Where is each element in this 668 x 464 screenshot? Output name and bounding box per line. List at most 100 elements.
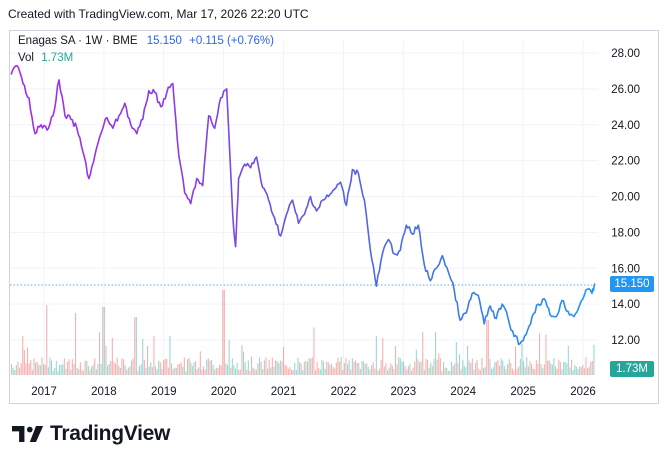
volume-bar xyxy=(102,307,104,375)
volume-bar xyxy=(443,362,445,375)
volume-bar xyxy=(580,367,582,375)
volume-bar xyxy=(436,359,438,375)
volume-bar xyxy=(308,358,310,375)
volume-bar xyxy=(241,345,243,375)
volume-bar xyxy=(219,364,221,375)
volume-bar xyxy=(494,362,496,375)
volume-bar xyxy=(345,358,347,375)
volume-bar xyxy=(372,362,374,375)
volume-bar xyxy=(31,369,33,375)
volume-bar xyxy=(193,362,195,375)
volume-bar xyxy=(81,369,83,375)
volume-bar xyxy=(417,359,419,375)
volume-bar xyxy=(105,346,107,375)
volume-bar xyxy=(511,368,513,375)
volume-bar xyxy=(351,357,353,375)
volume-bar xyxy=(187,359,189,375)
volume-bar xyxy=(100,364,102,375)
volume-bar xyxy=(510,362,512,375)
volume-bar xyxy=(435,331,437,375)
volume-bar xyxy=(291,369,293,375)
volume-bar xyxy=(318,368,320,375)
volume-bar xyxy=(139,366,141,375)
volume-bar xyxy=(588,366,590,375)
volume-bar xyxy=(195,361,197,375)
volume-bar xyxy=(86,360,88,375)
volume-bar xyxy=(521,343,523,375)
volume-bar xyxy=(84,360,86,375)
volume-bar xyxy=(297,357,299,375)
volume-bar xyxy=(327,362,329,375)
volume-bar xyxy=(575,366,577,375)
volume-bar xyxy=(316,361,318,375)
volume-bar xyxy=(174,367,176,375)
volume-bar xyxy=(249,370,251,375)
volume-bar xyxy=(103,307,105,375)
volume-bar xyxy=(121,358,123,375)
volume-bar xyxy=(356,362,358,375)
volume-bar xyxy=(161,369,163,375)
volume-bar xyxy=(233,365,235,375)
volume-bar xyxy=(211,360,213,375)
volume-bar xyxy=(462,360,464,375)
volume-bar xyxy=(353,361,355,375)
volume-bar xyxy=(185,370,187,375)
volume-bar xyxy=(255,369,257,375)
volume-bar xyxy=(455,342,457,375)
volume-bar xyxy=(41,357,43,375)
volume-bar xyxy=(593,344,595,375)
volume-bar xyxy=(78,369,80,375)
volume-bar xyxy=(470,362,472,375)
volume-bar xyxy=(207,358,209,375)
volume-bar xyxy=(476,359,478,375)
volume-bar xyxy=(33,358,35,375)
volume-bar xyxy=(313,327,315,375)
volume-bar xyxy=(524,367,526,375)
volume-bar xyxy=(214,369,216,375)
price-series-line xyxy=(10,64,596,346)
volume-bar xyxy=(355,360,357,375)
volume-bar xyxy=(188,358,190,375)
volume-bar xyxy=(364,363,366,375)
volume-bar xyxy=(457,362,459,375)
volume-bar xyxy=(155,366,157,375)
volume-bar xyxy=(446,367,448,375)
volume-bar xyxy=(142,339,144,375)
volume-bar xyxy=(359,369,361,375)
volume-bar xyxy=(545,334,547,375)
volume-bar xyxy=(126,369,128,375)
volume-bar xyxy=(91,366,93,375)
volume-bar xyxy=(116,357,118,375)
volume-bar xyxy=(548,360,550,375)
legend-symbol-row: Enagas SA · 1W · BME 15.150 +0.115 (+0.7… xyxy=(18,35,274,47)
volume-bar xyxy=(150,362,152,375)
volume-bar xyxy=(73,364,75,375)
volume-bar xyxy=(166,358,168,375)
footer-brand[interactable]: TradingView xyxy=(12,422,170,446)
volume-bar xyxy=(11,364,13,375)
volume-bar xyxy=(12,367,14,375)
volume-bar xyxy=(83,370,85,375)
volume-bar xyxy=(227,364,229,375)
volume-bar xyxy=(467,345,469,375)
volume-bar xyxy=(483,368,485,375)
tradingview-logo-icon xyxy=(12,426,44,442)
volume-bar xyxy=(431,366,433,375)
volume-bar xyxy=(87,365,89,375)
volume-bar xyxy=(505,369,507,375)
volume-bar xyxy=(500,358,502,375)
volume-bar xyxy=(294,362,296,375)
volume-bar xyxy=(268,359,270,375)
volume-bar xyxy=(371,365,373,375)
volume-bar xyxy=(203,366,205,375)
volume-bar xyxy=(28,363,30,375)
volume-bar xyxy=(238,369,240,375)
legend-volume-row: Vol 1.73M xyxy=(18,52,73,64)
volume-bar xyxy=(263,360,265,375)
volume-bar xyxy=(257,363,259,375)
volume-bar xyxy=(323,361,325,375)
volume-bar xyxy=(163,360,165,375)
volume-bar xyxy=(412,367,414,375)
volume-bar xyxy=(497,360,499,375)
